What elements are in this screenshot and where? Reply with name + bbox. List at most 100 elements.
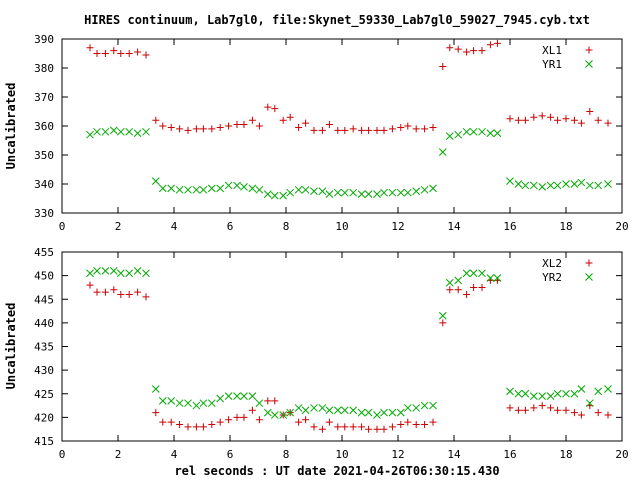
data-point: [403, 404, 412, 412]
data-point: [286, 408, 295, 417]
data-point: [529, 392, 538, 400]
x-tick-label: 14: [447, 448, 461, 461]
data-point: [594, 387, 603, 396]
data-point: [445, 132, 454, 141]
data-point: [142, 293, 150, 301]
data-point: [388, 188, 397, 197]
data-point: [604, 180, 612, 188]
legend-label: YR1: [542, 58, 562, 71]
data-point: [270, 191, 279, 200]
data-point: [264, 397, 272, 405]
data-point: [310, 187, 318, 196]
data-point: [152, 409, 160, 417]
data-point: [255, 399, 264, 408]
data-point: [577, 411, 585, 419]
data-point: [380, 425, 388, 433]
data-point: [570, 116, 578, 124]
data-point: [264, 103, 272, 111]
data-point: [184, 126, 192, 134]
legend-marker: [585, 60, 593, 68]
data-point: [506, 404, 514, 412]
x-axis-label: rel seconds : UT date 2021-04-26T06:30:1…: [174, 464, 499, 478]
data-point: [175, 399, 184, 408]
data-point: [486, 274, 495, 282]
data-point: [506, 387, 514, 396]
data-point: [364, 190, 373, 199]
data-point: [373, 425, 381, 433]
data-point: [101, 288, 109, 296]
data-point: [208, 420, 216, 428]
data-point: [404, 418, 412, 426]
data-point: [454, 276, 463, 285]
data-point: [233, 413, 241, 421]
data-point: [412, 404, 421, 412]
data-point: [302, 119, 310, 127]
data-point: [506, 177, 514, 185]
data-point: [199, 125, 207, 133]
data-point: [271, 105, 279, 113]
data-point: [325, 418, 333, 426]
data-point: [538, 112, 546, 120]
data-point: [404, 122, 412, 130]
x-tick-label: 4: [171, 448, 178, 461]
data-point: [142, 51, 150, 59]
data-point: [233, 392, 241, 400]
data-point: [334, 423, 342, 431]
data-point: [553, 389, 562, 398]
data-point: [357, 408, 366, 417]
data-point: [349, 406, 358, 415]
data-point: [388, 423, 396, 431]
data-point: [167, 418, 175, 426]
y-tick-label: 455: [34, 246, 54, 259]
data-point: [412, 187, 421, 196]
data-point: [310, 404, 318, 412]
data-point: [224, 392, 233, 400]
data-point: [248, 184, 257, 193]
data-point: [439, 319, 447, 327]
data-point: [538, 183, 547, 191]
x-tick-label: 16: [503, 220, 516, 233]
data-point: [562, 406, 570, 414]
data-point: [125, 50, 133, 57]
data-point: [577, 385, 586, 393]
data-point: [340, 188, 349, 197]
data-point: [208, 125, 216, 133]
data-point: [192, 423, 200, 431]
data-point: [478, 47, 486, 55]
data-point: [365, 126, 373, 134]
data-point: [216, 123, 224, 131]
data-point: [429, 401, 437, 410]
data-point: [176, 420, 184, 428]
data-point: [199, 423, 207, 431]
data-point: [151, 385, 160, 393]
data-point: [333, 188, 342, 197]
data-point: [134, 288, 142, 296]
data-point: [133, 129, 142, 138]
data-point: [216, 418, 224, 426]
data-point: [310, 423, 318, 431]
data-point: [358, 423, 366, 431]
data-point: [570, 180, 579, 188]
x-tick-label: 10: [335, 448, 348, 461]
data-point: [365, 425, 373, 433]
data-point: [446, 44, 454, 52]
data-point: [562, 389, 570, 398]
data-point: [248, 392, 257, 400]
data-point: [397, 123, 405, 131]
x-tick-label: 12: [391, 448, 404, 461]
x-tick-label: 18: [559, 448, 572, 461]
data-point: [240, 413, 248, 421]
x-tick-label: 0: [59, 448, 66, 461]
data-point: [486, 129, 495, 138]
x-tick-label: 0: [59, 220, 66, 233]
data-point: [325, 406, 334, 415]
data-point: [478, 127, 486, 136]
data-point: [349, 188, 358, 197]
data-point: [225, 122, 233, 130]
data-point: [207, 184, 216, 193]
data-point: [199, 399, 208, 408]
data-point: [420, 185, 429, 194]
data-point: [462, 269, 471, 278]
y-tick-label: 420: [34, 411, 54, 424]
